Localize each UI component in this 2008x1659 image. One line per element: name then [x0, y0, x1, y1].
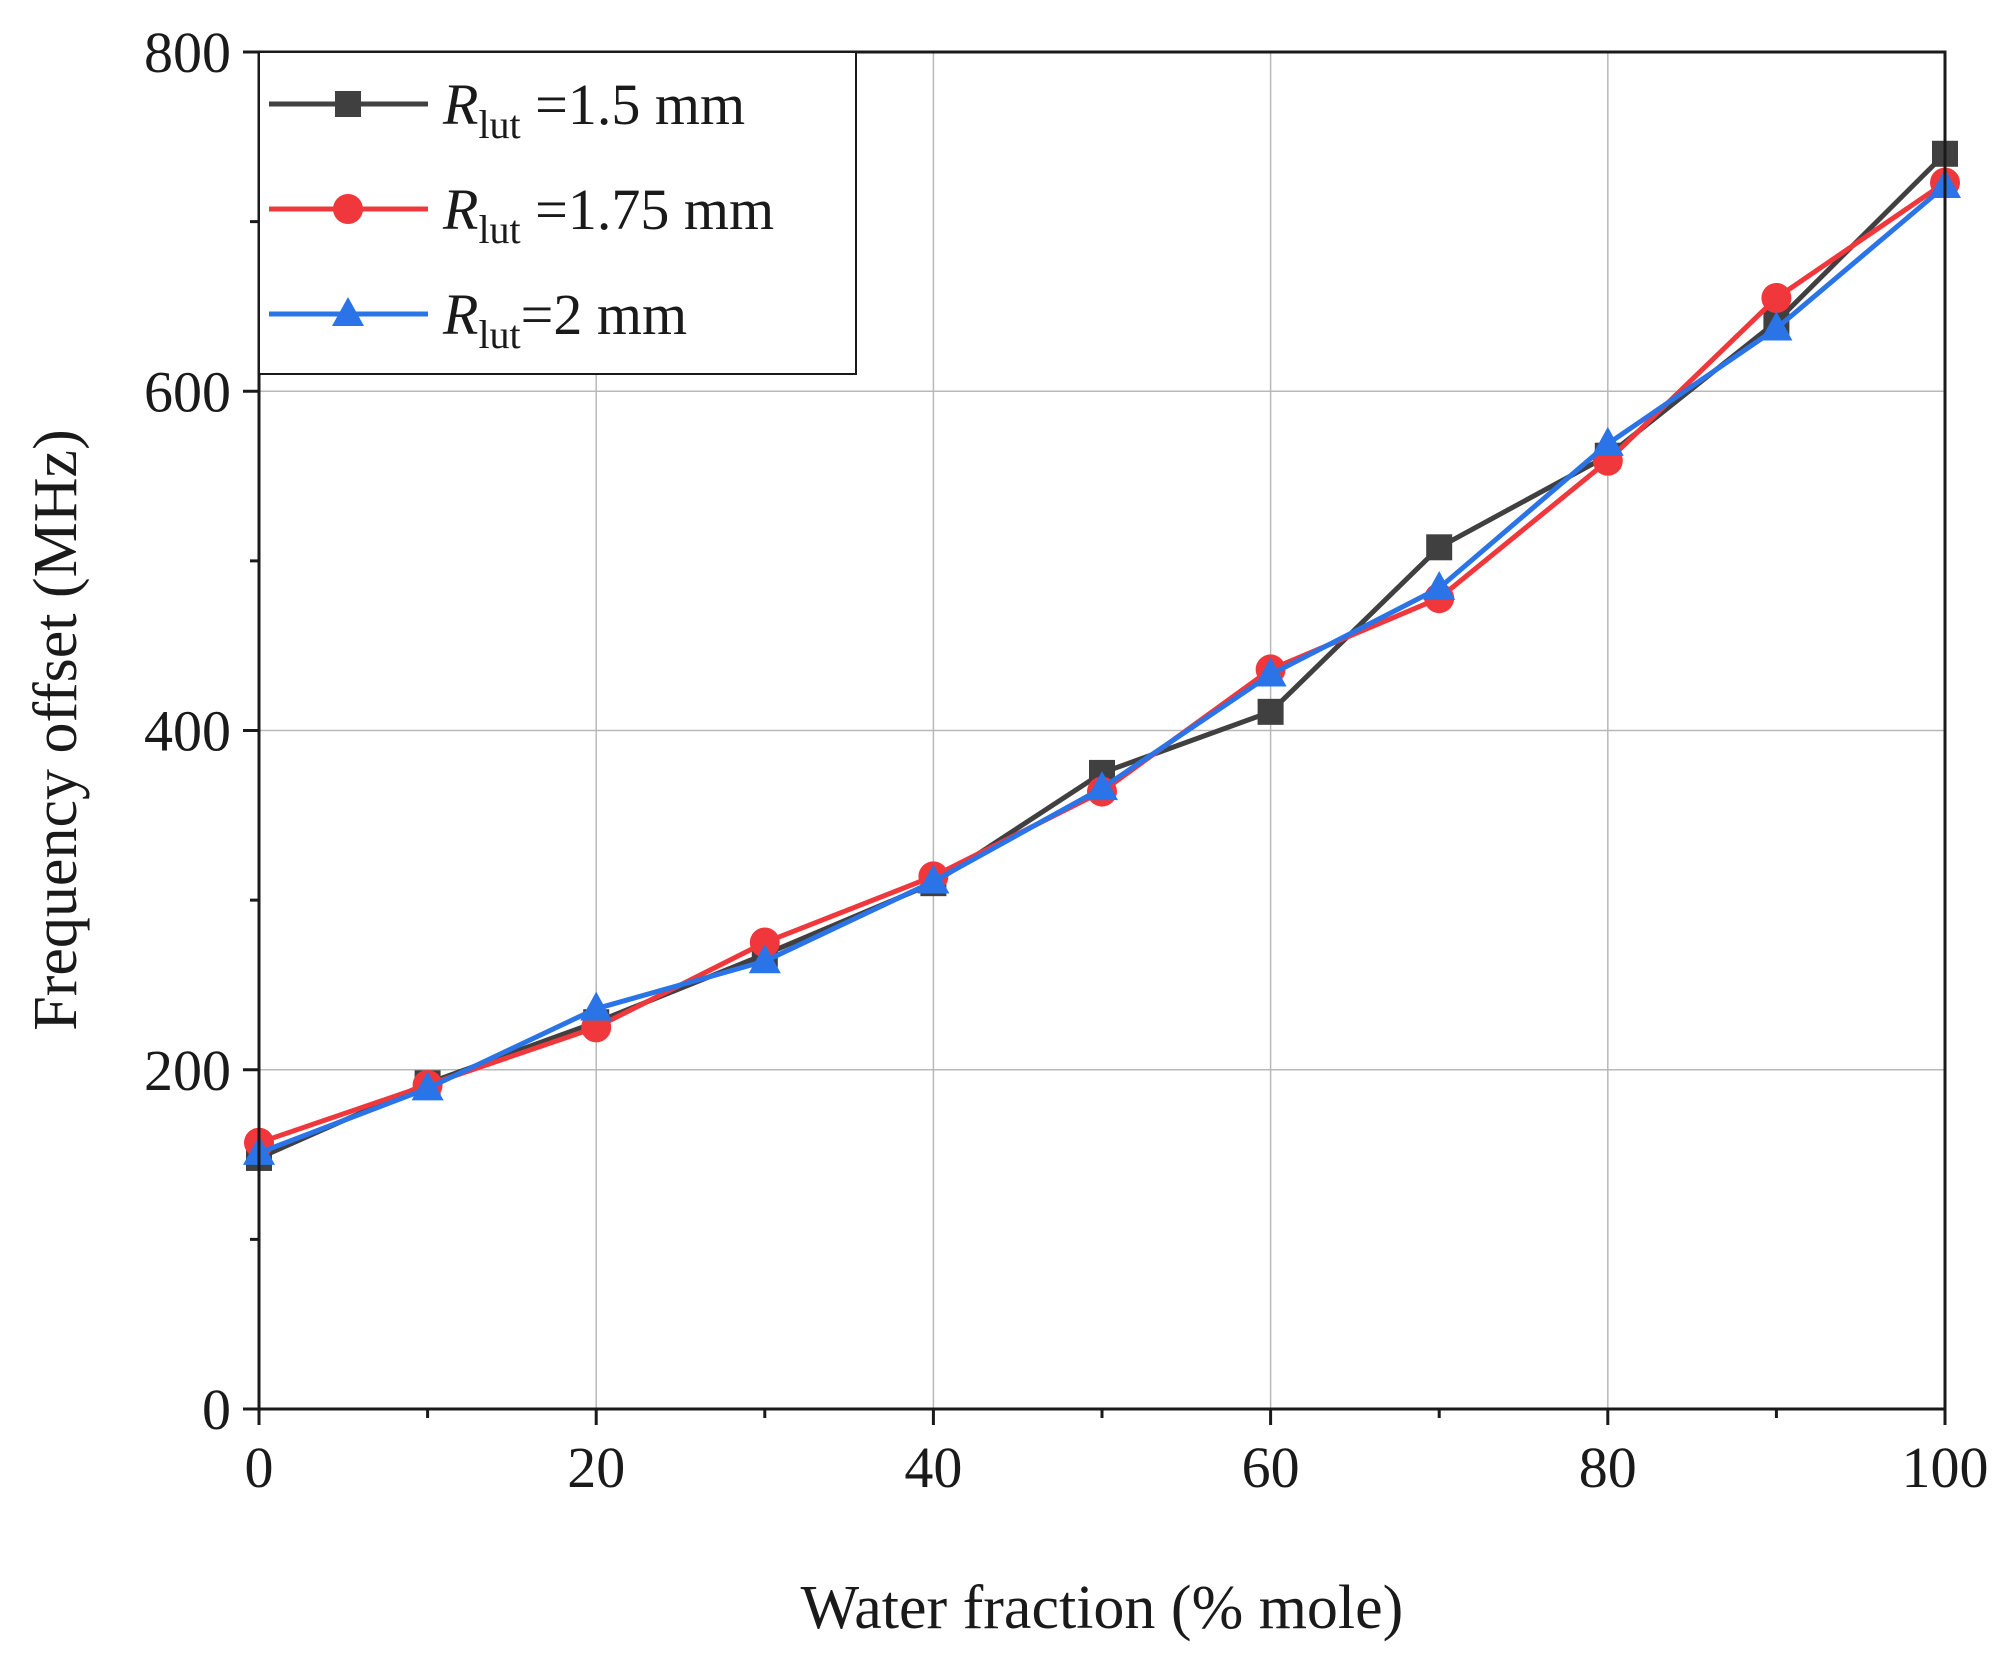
legend-value: =1.5 mm	[521, 72, 745, 137]
y-tick-label: 0	[202, 1377, 231, 1442]
legend-marker	[335, 91, 361, 117]
data-point	[1591, 426, 1624, 456]
x-axis-title: Water fraction (% mole)	[801, 1574, 1404, 1642]
legend-symbol: R	[442, 282, 478, 347]
legend-marker	[332, 297, 364, 326]
data-point	[1257, 698, 1284, 725]
y-tick-label: 800	[144, 20, 231, 85]
legend-entry: Rlut =1.5 mm	[269, 72, 745, 147]
legend-subscript: lut	[478, 312, 520, 357]
x-tick-label: 40	[904, 1435, 962, 1500]
data-point	[1760, 311, 1793, 341]
x-tick-label: 80	[1579, 1435, 1637, 1500]
legend-subscript: lut	[478, 207, 520, 252]
data-point	[1426, 534, 1453, 561]
y-axis-title: Frequency offset (MHz)	[22, 429, 90, 1030]
x-tick-label: 100	[1902, 1435, 1989, 1500]
data-point	[580, 991, 613, 1021]
legend-entry: Rlut=2 mm	[269, 282, 687, 357]
x-tick-label: 20	[567, 1435, 625, 1500]
legend-entry: Rlut =1.75 mm	[269, 177, 774, 252]
legend-marker	[333, 194, 363, 224]
data-point	[748, 944, 781, 974]
y-tick-label: 400	[144, 699, 231, 764]
data-point	[1423, 571, 1456, 601]
legend-label: Rlut =1.75 mm	[442, 177, 774, 252]
legend-symbol: R	[442, 177, 478, 242]
x-tick-label: 0	[245, 1435, 274, 1500]
legend-value: =1.75 mm	[521, 177, 774, 242]
data-point	[411, 1071, 444, 1101]
y-tick-label: 200	[144, 1038, 231, 1103]
data-point	[1254, 657, 1287, 687]
y-tick-label: 600	[144, 359, 231, 424]
data-point	[1086, 771, 1118, 801]
data-point	[749, 927, 780, 958]
axes: 0 20 40 60 80 100 0 200 400 600 800	[144, 20, 1989, 1500]
data-point	[1761, 282, 1792, 313]
legend-label: Rlut =1.5 mm	[442, 72, 745, 147]
legend-subscript: lut	[478, 102, 520, 147]
data-point	[917, 864, 950, 894]
x-tick-label: 60	[1242, 1435, 1300, 1500]
legend-value: =2 mm	[521, 282, 687, 347]
legend-symbol: R	[442, 72, 478, 137]
legend-label: Rlut=2 mm	[442, 282, 687, 357]
